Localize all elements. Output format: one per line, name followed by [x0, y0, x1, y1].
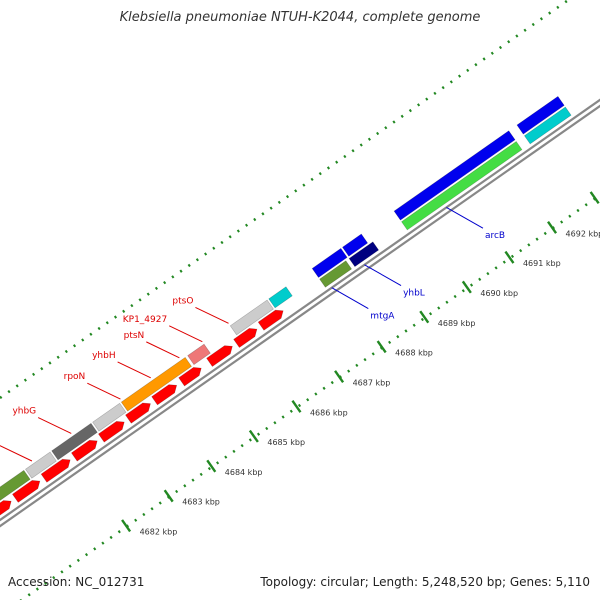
feature-lower-top-4: [516, 95, 565, 135]
cds-forward-1: [0, 500, 12, 516]
feature-upper-6: [120, 356, 192, 412]
tick-label: 4692 kbp: [566, 229, 600, 238]
tick-label: 4685 kbp: [267, 438, 305, 447]
feature-lower-bot-4: [524, 106, 572, 145]
gene-label-yhbl: yhbL: [403, 289, 425, 299]
scale-ticks: 4682 kbp 4683 kbp 4684 kbp 4685 kbp 4686 kbp…: [121, 191, 600, 537]
feature-upper-5: [92, 402, 127, 432]
gene-label-ptsn: ptsN: [124, 331, 145, 341]
backbone: [0, 98, 600, 528]
gene-leader-line: [37, 417, 72, 434]
backbone-line-1: [0, 98, 600, 522]
tick-mark: [206, 459, 217, 473]
tick-label: 4688 kbp: [395, 349, 433, 358]
tick-mark: [121, 519, 132, 533]
cds-forward-4: [71, 439, 98, 462]
dot-ring-lower: [19, 193, 600, 600]
feature-lower-bot-2: [348, 241, 380, 268]
cds-forward-9: [206, 345, 233, 367]
feature-upper-9: [268, 286, 293, 309]
gene-leader-line: [169, 325, 203, 343]
tick-label: 4690 kbp: [480, 289, 518, 298]
tick-mark: [589, 191, 600, 205]
map-title: Klebsiella pneumoniae NTUH-K2044, comple…: [119, 10, 481, 25]
gene-label-rpon: rpoN: [64, 372, 86, 382]
cds-forward-7: [151, 384, 178, 406]
feature-upper-7: [187, 343, 211, 366]
tick-label: 4683 kbp: [182, 498, 220, 507]
tick-label: 4684 kbp: [225, 468, 263, 477]
gene-leader-line: [195, 307, 229, 324]
feature-upper-4: [51, 422, 98, 461]
feature-upper-8: [229, 299, 274, 336]
tick-label: 4691 kbp: [523, 259, 561, 268]
tick-mark: [461, 280, 472, 294]
accession-text: Accession: NC_012731: [8, 575, 145, 589]
tick-mark: [419, 310, 430, 324]
feature-upper-2: [0, 469, 31, 501]
gene-labels: yhbNyhbGrpoNyhbHptsNKP1_4927ptsOmtgAyhbL…: [0, 206, 505, 462]
tick-label: 4687 kbp: [353, 378, 391, 387]
tick-mark: [334, 370, 345, 384]
gene-label-yhbh: yhbH: [92, 351, 116, 361]
cds-forward-10: [233, 328, 258, 348]
gene-leader-line: [364, 264, 402, 286]
dot-ring-upper: [0, 0, 571, 400]
gene-label-arcb: arcB: [485, 231, 505, 241]
tick-label: 4686 kbp: [310, 408, 348, 417]
feature-upper-3: [25, 451, 57, 479]
cds-forward-3: [40, 458, 71, 483]
cds-forward-11: [257, 309, 284, 331]
cds-forward-2: [12, 480, 41, 503]
gene-label-yhbg: yhbG: [12, 407, 36, 417]
cds-forward-6: [125, 402, 151, 424]
backbone-line-2: [0, 104, 600, 528]
feature-lower-bot-3: [401, 141, 523, 231]
gene-leader-line: [87, 382, 121, 400]
feature-lower-top-1: [311, 247, 348, 278]
gene-leader-line: [331, 287, 369, 309]
genome-summary-text: Topology: circular; Length: 5,248,520 bp…: [260, 575, 590, 589]
gene-label-kp1_4927: KP1_4927: [123, 315, 167, 325]
tick-mark: [291, 399, 302, 413]
tick-mark: [248, 429, 259, 443]
tick-mark: [163, 489, 174, 503]
gene-label-mtga: mtgA: [370, 312, 395, 322]
gene-leader-line: [0, 445, 33, 462]
cds-forward-5: [98, 421, 125, 443]
gene-features: [0, 95, 572, 516]
tick-mark: [376, 340, 387, 354]
feature-lower-top-3: [393, 130, 516, 221]
cds-forward-8: [178, 367, 202, 387]
gene-leader-line: [446, 206, 484, 229]
tick-mark: [504, 250, 515, 264]
gene-leader-line: [117, 361, 151, 379]
gene-leader-line: [146, 341, 180, 359]
tick-label: 4689 kbp: [438, 319, 476, 328]
feature-lower-bot-1: [319, 260, 352, 288]
tick-label: 4682 kbp: [140, 528, 178, 537]
feature-lower-top-2: [342, 233, 369, 257]
gene-label-ptso: ptsO: [172, 296, 193, 306]
tick-mark: [547, 221, 558, 234]
